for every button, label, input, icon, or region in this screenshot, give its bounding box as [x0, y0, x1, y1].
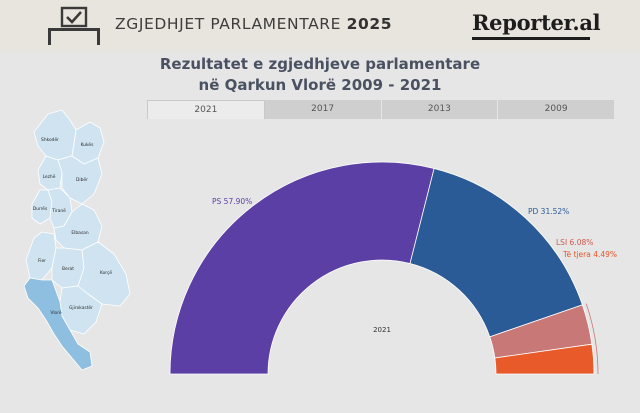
map-label-berat: Berat	[62, 266, 74, 272]
map-region-diber[interactable]	[57, 155, 103, 205]
header-title: ZGJEDHJET PARLAMENTARE 2025	[115, 15, 392, 33]
slice-label-lsi: LSI 6.08%	[556, 238, 593, 247]
ballot-box-icon	[48, 6, 100, 45]
map-label-lezhe: Lezhë	[43, 174, 56, 180]
map-label-fier: Fier	[38, 258, 46, 264]
map-label-vlore: Vlorë	[50, 310, 62, 316]
map-label-diber: Dibër	[76, 177, 88, 183]
chart-title-line2: në Qarkun Vlorë 2009 - 2021	[198, 76, 442, 94]
slice-outline-arc	[585, 303, 599, 375]
slice-label-ps: PS 57.90%	[212, 197, 252, 206]
slice-label-t-tjera: Të tjera 4.49%	[562, 250, 617, 259]
tab-2021[interactable]: 2021	[147, 100, 265, 119]
chart-slice-labels: PS 57.90% PD 31.52% LSI 6.08% Të tjera 4.49…	[212, 197, 617, 259]
map-label-shkoder: Shkodër	[41, 137, 59, 143]
map-label-durres: Durrës	[33, 206, 48, 212]
tab-2013[interactable]: 2013	[381, 100, 499, 119]
slice-t-tjera[interactable]	[494, 343, 595, 375]
slice-label-pd: PD 31.52%	[528, 207, 569, 216]
chart-title: Rezultatet e zgjedhjeve parlamentare në …	[150, 54, 490, 96]
tab-2017[interactable]: 2017	[264, 100, 382, 119]
chart-center-label: 2021	[373, 326, 391, 334]
header-bar: ZGJEDHJET PARLAMENTARE 2025 Reporter.al	[0, 0, 640, 52]
map-label-tirane: Tiranë	[51, 208, 66, 214]
map-label-elbasan: Elbasan	[71, 230, 88, 236]
map-region-elbasan[interactable]	[53, 203, 103, 251]
year-tabs: 2021 2017 2013 2009	[147, 100, 615, 119]
map-label-kukes: Kukës	[81, 142, 95, 148]
map-label-gjirokaster: Gjirokastër	[69, 305, 93, 311]
header-title-year: 2025	[346, 15, 393, 33]
chart-slices	[169, 161, 599, 375]
map-region-korce[interactable]	[77, 241, 131, 307]
map-region-lezhe[interactable]	[37, 155, 63, 191]
slice-ps[interactable]	[169, 161, 435, 375]
slice-pd[interactable]	[409, 168, 583, 338]
header-title-text: ZGJEDHJET PARLAMENTARE	[115, 15, 342, 33]
map-region-vlore[interactable]	[23, 277, 93, 371]
tab-2009[interactable]: 2009	[498, 100, 615, 119]
albania-map: Shkodër Kukës Lezhë Dibër Durrës Tiranë …	[23, 109, 131, 371]
map-label-korce: Korçë	[100, 270, 112, 276]
reporter-logo[interactable]: Reporter.al	[472, 10, 601, 35]
chart-title-line1: Rezultatet e zgjedhjeve parlamentare	[159, 55, 481, 73]
logo-underline	[472, 37, 590, 40]
